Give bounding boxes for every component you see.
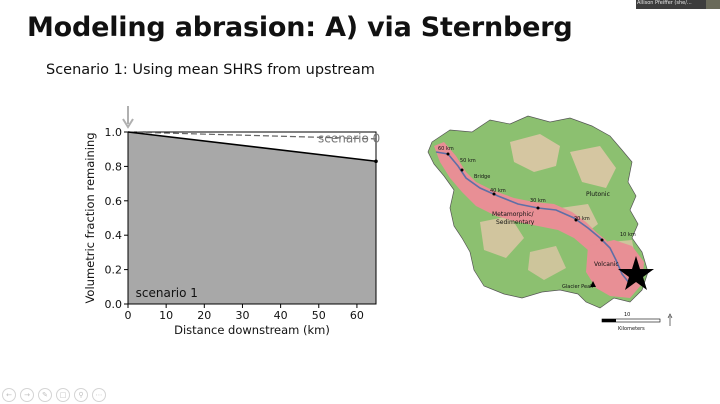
tan-terrain (510, 134, 560, 172)
copy-icon[interactable]: □ (56, 388, 70, 402)
slide-subtitle: Scenario 1: Using mean SHRS from upstrea… (46, 62, 375, 78)
km-label: 40 km (490, 188, 506, 194)
km-marker (492, 192, 496, 196)
abrasion-chart: scenario 0 scenario 1 0 10 20 30 40 50 60 0.0 0.2 0… (83, 106, 380, 337)
x-tick-label: 20 (197, 309, 211, 322)
x-tick-label: 30 (235, 309, 249, 322)
pink-valley-unit (434, 142, 618, 272)
metamorphic-label: Metamorphic/ (492, 211, 534, 218)
slide-toolbar: ← → ✎ □ ⚲ ⋯ (2, 388, 106, 402)
x-tick-label: 40 (274, 309, 288, 322)
scenario-1-line (127, 131, 377, 163)
glacier-peak-label: Glacier Peak (562, 284, 593, 290)
x-tick-label: 0 (125, 309, 132, 322)
y-axis-label: Volumetric fraction remaining (83, 132, 97, 303)
more-icon[interactable]: ⋯ (92, 388, 106, 402)
scenario-1-endpoint (374, 159, 378, 164)
y-tick-label: 0.0 (105, 298, 123, 311)
km-label: 50 km (460, 158, 476, 164)
sedimentary-label: Sedimentary (496, 219, 535, 226)
volcanic-label: Volcanic (594, 261, 619, 268)
km-label: 60 km (438, 146, 454, 152)
km-marker (600, 238, 604, 242)
km-label: 20 km (574, 216, 590, 222)
participant-name: Allison Pfeiffer (she/... (637, 0, 692, 6)
camera-feed (706, 0, 720, 9)
watershed-map: 60 km 50 km Bridge 40 km 30 km 20 km 10 … (427, 115, 673, 332)
y-tick-label: 0.8 (105, 160, 123, 173)
km-marker (460, 168, 464, 172)
scale-bar-unit: Kilometers (618, 326, 645, 332)
tan-terrain (480, 216, 524, 258)
search-icon[interactable]: ⚲ (74, 388, 88, 402)
km-marker (536, 206, 540, 210)
source-arrow-head (122, 118, 134, 129)
slide-title: Modeling abrasion: A) via Sternberg (27, 12, 573, 43)
glacier-peak-marker (590, 281, 596, 287)
y-tick-label: 1.0 (105, 126, 123, 139)
scale-bar-segment (602, 319, 616, 322)
river-line (435, 151, 631, 285)
star-icon (618, 256, 654, 290)
scenario-0-label: scenario 0 (318, 131, 380, 145)
y-tick-label: 0.4 (105, 229, 123, 242)
km-label: 10 km (620, 232, 636, 238)
plot-frame (127, 131, 377, 305)
bridge-label: Bridge (474, 174, 490, 180)
participant-video-thumbnail[interactable]: Allison Pfeiffer (she/... (636, 0, 720, 9)
tan-terrain (570, 146, 616, 188)
y-tick-label: 0.6 (105, 195, 123, 208)
scenario-1-label: scenario 1 (136, 286, 198, 300)
x-axis-label: Distance downstream (km) (174, 323, 330, 337)
x-tick-label: 60 (350, 309, 364, 322)
x-tick-label: 10 (159, 309, 173, 322)
scenario-0-line (127, 131, 377, 140)
km-marker (446, 152, 450, 156)
x-tick-label: 50 (312, 309, 326, 322)
scale-bar-value: 10 (624, 312, 630, 318)
plutonic-label: Plutonic (586, 191, 610, 198)
north-arrow-icon (667, 313, 673, 326)
km-marker (574, 218, 578, 222)
forward-icon[interactable]: → (20, 388, 34, 402)
km-label: 30 km (530, 198, 546, 204)
y-tick-label: 0.2 (105, 264, 123, 277)
back-icon[interactable]: ← (2, 388, 16, 402)
pen-icon[interactable]: ✎ (38, 388, 52, 402)
scenario-1-area (128, 132, 376, 304)
tan-terrain (528, 246, 566, 280)
